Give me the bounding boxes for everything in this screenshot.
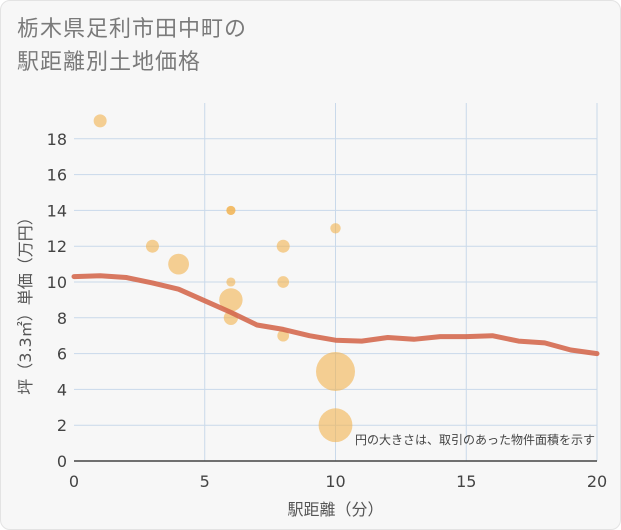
y-tick-label: 10 xyxy=(47,273,67,292)
chart-title-line1: 栃木県足利市田中町の xyxy=(17,17,248,42)
bubble xyxy=(277,329,290,342)
bubble xyxy=(318,408,353,443)
y-tick-label: 2 xyxy=(57,416,67,435)
chart-title-line2: 駅距離別土地価格 xyxy=(17,50,202,75)
x-tick-label: 10 xyxy=(325,472,345,491)
y-tick-labels: 0 2 4 6 8 10 12 14 16 18 xyxy=(47,130,67,471)
y-tick-label: 6 xyxy=(57,345,67,364)
x-tick-label: 20 xyxy=(587,472,607,491)
x-tick-labels: 0 5 10 15 20 xyxy=(69,472,607,491)
y-tick-label: 0 xyxy=(57,452,67,471)
bubble xyxy=(168,253,190,275)
bubble xyxy=(226,205,236,215)
grid-lines xyxy=(74,103,598,461)
x-tick-label: 5 xyxy=(200,472,210,491)
bubble xyxy=(316,352,355,391)
y-tick-label: 18 xyxy=(47,130,67,149)
trend-line xyxy=(71,273,600,357)
bubble xyxy=(276,239,290,253)
y-axis-label: 坪（3.3㎡）単価（万円） xyxy=(16,209,35,394)
bubble xyxy=(145,239,159,253)
x-tick-label: 0 xyxy=(69,472,79,491)
y-tick-label: 8 xyxy=(57,309,67,328)
bubbles xyxy=(93,114,355,443)
y-tick-label: 4 xyxy=(57,380,67,399)
x-axis-label: 駅距離（分） xyxy=(287,500,383,519)
size-note: 円の大きさは、取引のあった物件面積を示す xyxy=(355,432,595,447)
bubble xyxy=(277,276,290,288)
chart-title: 栃木県足利市田中町の 駅距離別土地価格 xyxy=(17,13,247,79)
bubble xyxy=(226,277,236,287)
bubble xyxy=(330,223,341,234)
x-tick-label: 15 xyxy=(456,472,476,491)
y-tick-label: 12 xyxy=(47,237,67,256)
y-tick-label: 14 xyxy=(47,201,67,220)
bubble xyxy=(93,114,107,128)
y-tick-label: 16 xyxy=(47,166,67,185)
bubble xyxy=(219,288,243,312)
